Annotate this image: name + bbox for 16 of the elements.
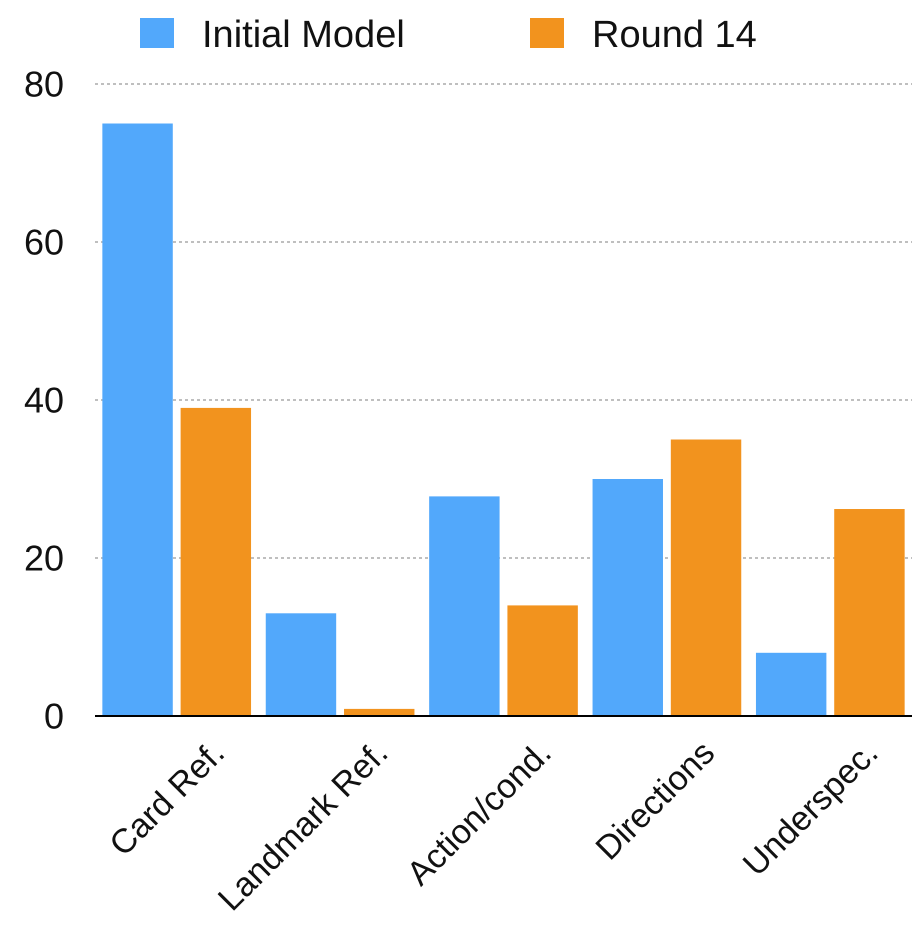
bar bbox=[102, 124, 173, 716]
y-tick-label: 80 bbox=[24, 64, 64, 104]
bar bbox=[592, 479, 663, 716]
y-tick-label: 60 bbox=[24, 222, 64, 262]
bar bbox=[756, 652, 826, 716]
bar bbox=[180, 408, 252, 716]
y-tick-label: 20 bbox=[24, 538, 64, 578]
bar bbox=[266, 613, 336, 716]
y-tick-label: 0 bbox=[44, 696, 64, 736]
bar bbox=[834, 509, 905, 716]
bar bbox=[429, 496, 500, 716]
bar bbox=[670, 440, 742, 716]
bar bbox=[507, 605, 578, 716]
legend-label: Round 14 bbox=[592, 14, 757, 56]
y-tick-label: 40 bbox=[24, 380, 64, 420]
legend-label: Initial Model bbox=[202, 14, 405, 56]
